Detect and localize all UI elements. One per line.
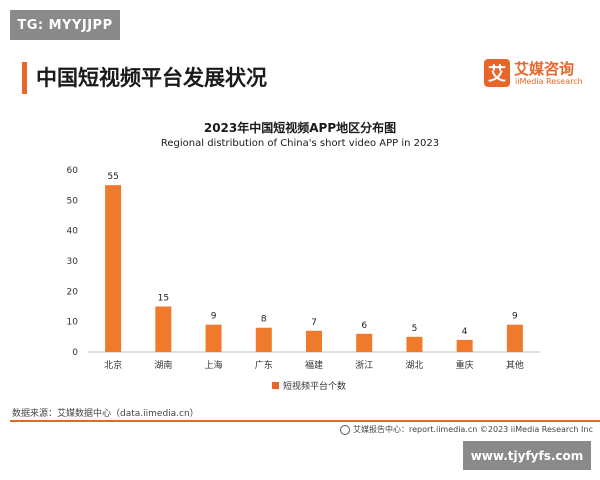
logo-mark-icon: 艾 (484, 59, 510, 87)
bar-1 (155, 306, 172, 352)
legend-swatch (272, 382, 279, 389)
bar-3 (255, 327, 272, 352)
legend-label: 短视频平台个数 (283, 382, 347, 392)
chart-legend: 短视频平台个数 (272, 379, 346, 392)
bar-2 (205, 324, 222, 352)
page-title: 中国短视频平台发展状况 (36, 66, 267, 90)
data-label: 9 (211, 312, 217, 322)
y-tick-label: 30 (67, 257, 79, 267)
y-tick-label: 60 (67, 166, 79, 176)
source-note: 数据来源：艾媒数据中心（data.iimedia.cn） (12, 409, 199, 419)
x-tick-label: 浙江 (355, 359, 373, 371)
logo-name-en: iiMedia Research (515, 77, 583, 86)
data-label: 5 (412, 324, 418, 334)
y-tick-label: 0 (72, 348, 78, 358)
data-label: 6 (361, 321, 367, 331)
y-tick-label: 50 (67, 196, 79, 206)
logo-name-cn: 艾媒咨询 (514, 60, 575, 78)
bar-4 (306, 330, 322, 352)
x-tick-label: 湖南 (154, 359, 172, 371)
brand-logo: 艾 艾媒咨询 iiMedia Research (484, 56, 592, 94)
y-tick-label: 20 (67, 287, 79, 297)
x-tick-label: 福建 (305, 359, 323, 371)
footer-globe-icon (340, 424, 350, 435)
footer-divider (10, 420, 600, 422)
footer-credit-text: 艾媒报告中心：report.iimedia.cn ©2023 iiMedia R… (353, 425, 593, 434)
bar-5 (356, 333, 373, 352)
data-label: 55 (107, 172, 118, 182)
chart-subtitle: Regional distribution of China's short v… (160, 138, 440, 149)
bar-6 (406, 336, 423, 352)
x-tick-label: 湖北 (405, 360, 423, 371)
bar-8 (506, 324, 523, 352)
x-tick-label: 其他 (506, 359, 524, 371)
data-label: 15 (158, 294, 169, 304)
watermark-tag-bottom: www.tjyfyfs.com (463, 441, 591, 470)
x-tick-label: 上海 (205, 359, 223, 371)
bar-0 (105, 185, 122, 352)
title-accent-bar (22, 62, 27, 94)
x-tick-label: 广东 (255, 359, 273, 371)
data-label: 9 (512, 312, 518, 322)
data-label: 4 (462, 327, 468, 337)
watermark-tag-top: TG: MYYJJPP (10, 10, 120, 40)
data-label: 7 (311, 318, 317, 328)
data-label: 8 (261, 315, 267, 325)
y-tick-label: 40 (67, 227, 79, 237)
x-tick-label: 北京 (104, 359, 122, 371)
y-tick-label: 10 (67, 318, 79, 328)
chart-title: 2023年中国短视频APP地区分布图 (203, 121, 397, 135)
x-tick-label: 重庆 (456, 359, 474, 371)
footer-credit: 艾媒报告中心：report.iimedia.cn ©2023 iiMedia R… (340, 424, 593, 435)
bar-7 (456, 339, 473, 352)
